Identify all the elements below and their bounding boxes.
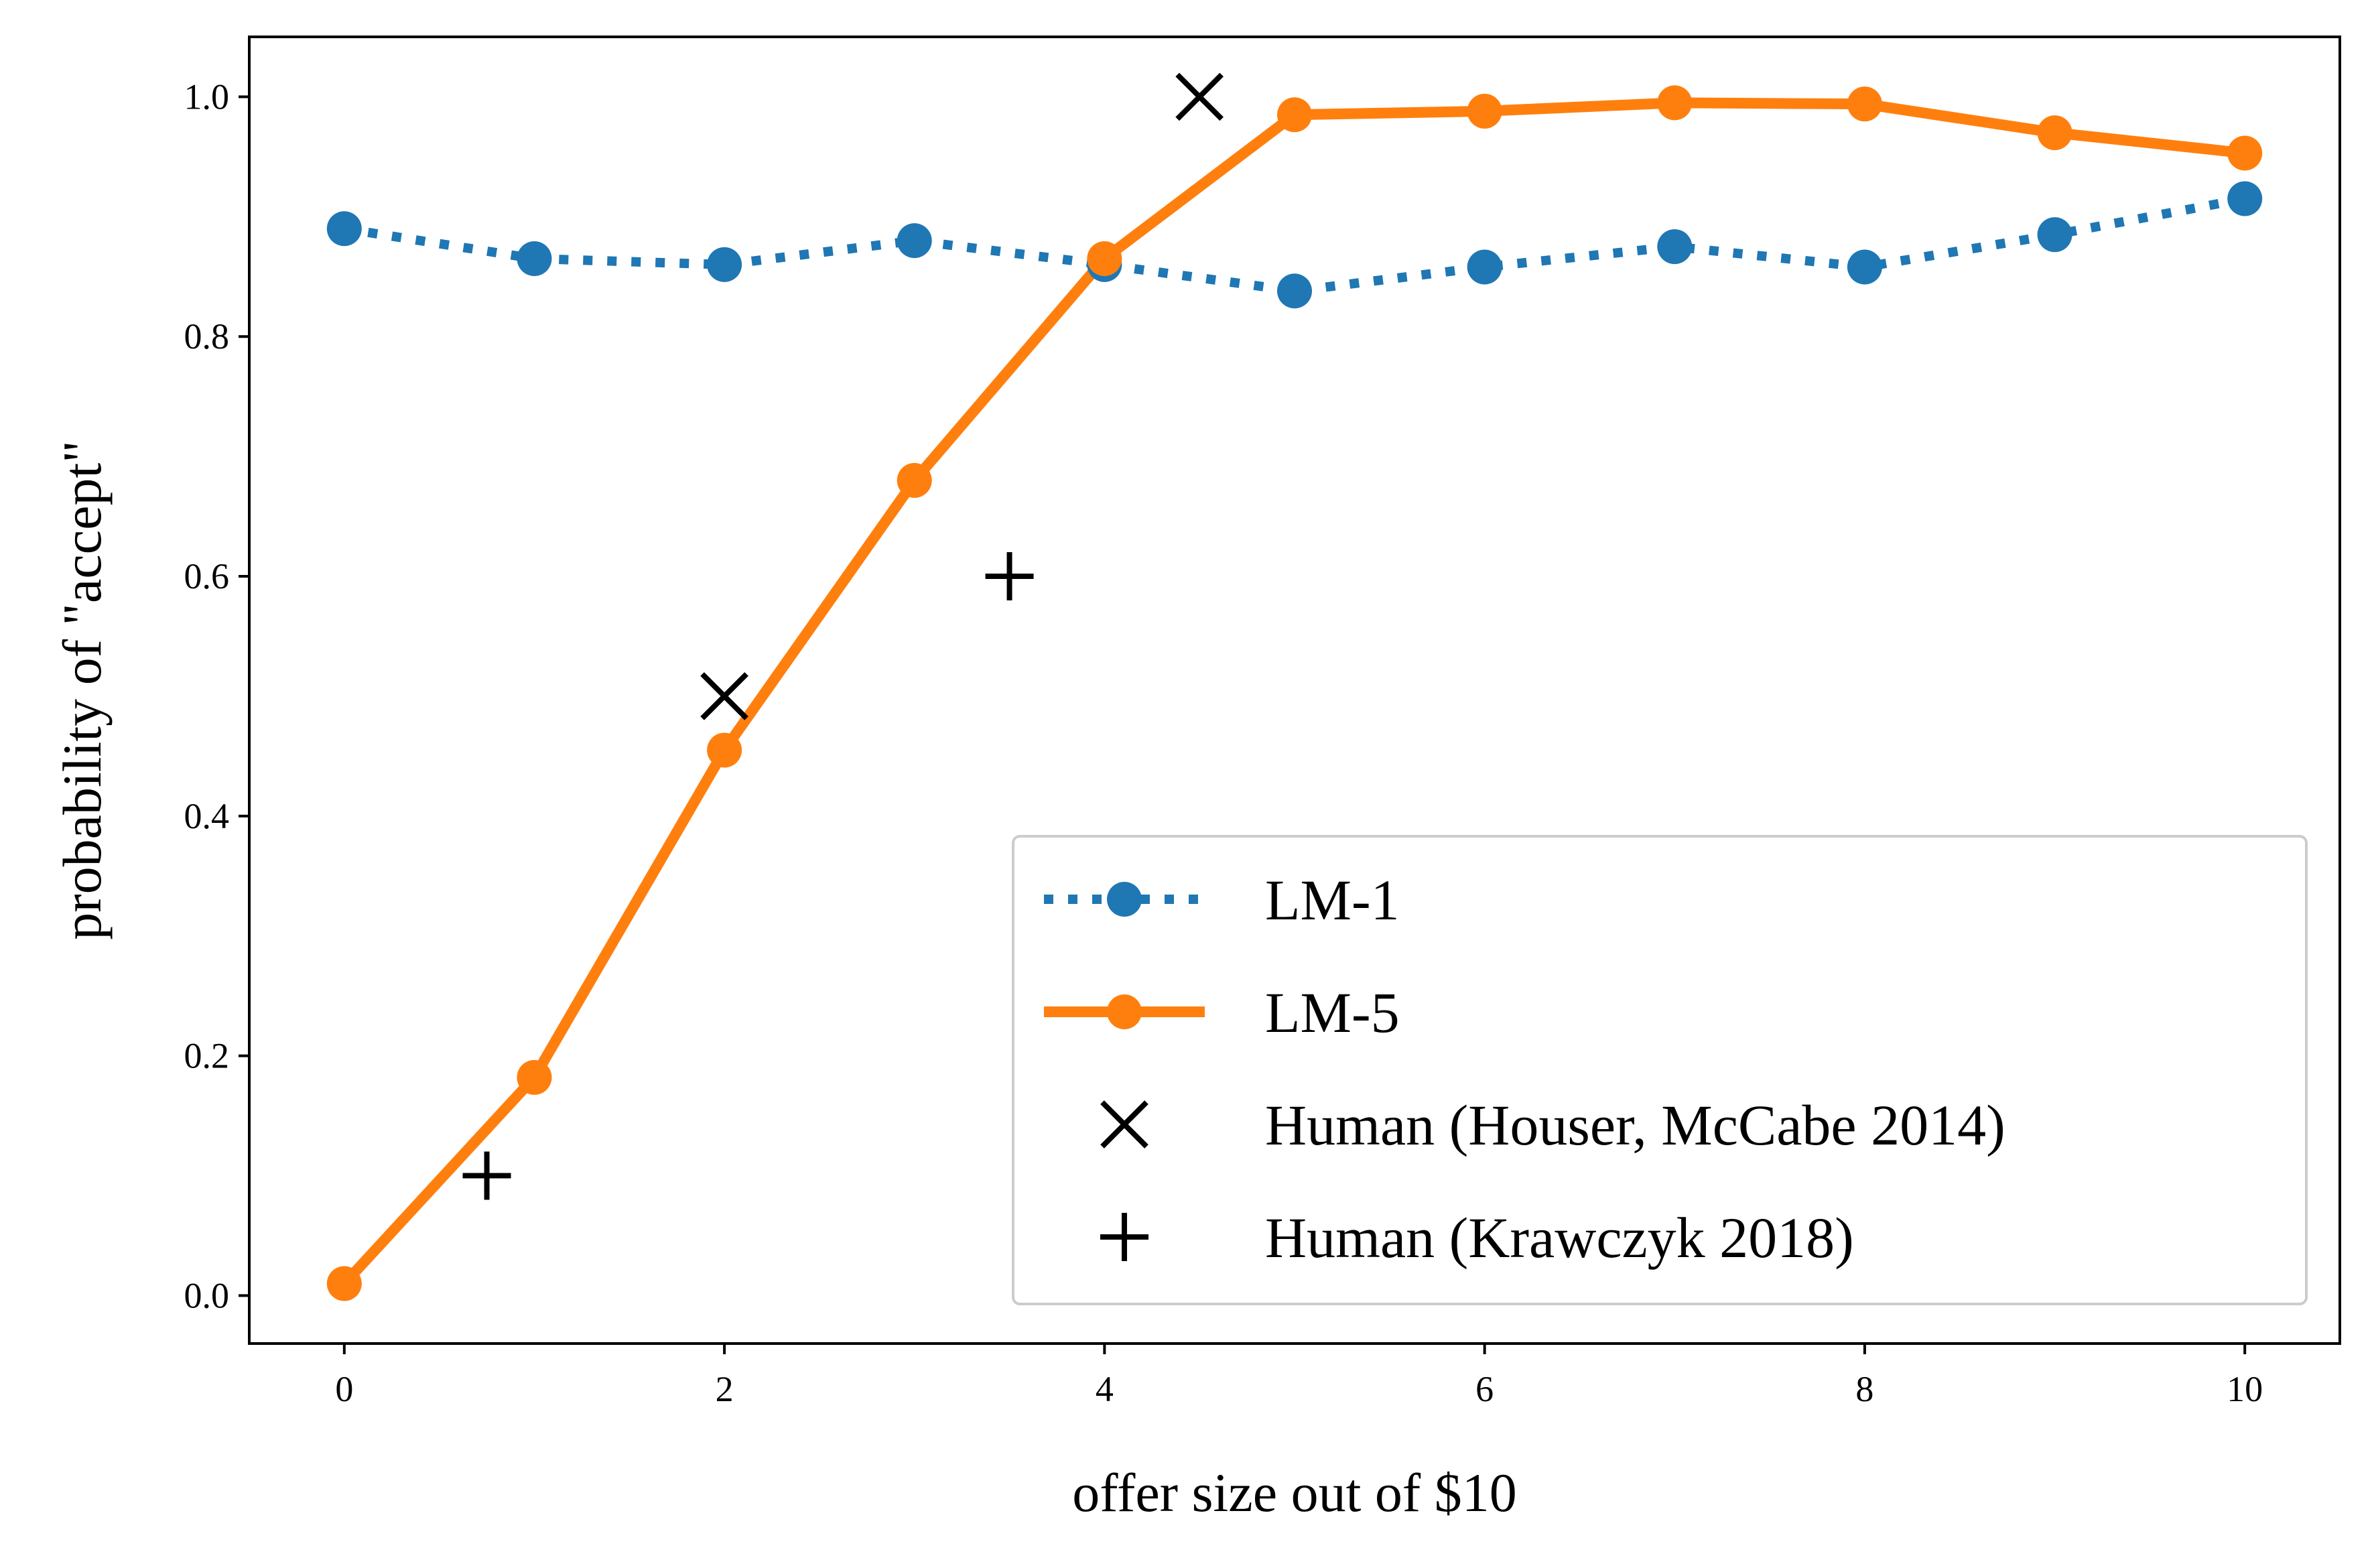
y-tick-label: 0.8 bbox=[184, 316, 230, 356]
x-axis-ticks: 0 2 4 6 8 10 bbox=[335, 1344, 2263, 1409]
x-tick-label: 6 bbox=[1475, 1369, 1494, 1409]
x-axis-title: offer size out of $10 bbox=[1072, 1462, 1516, 1523]
y-axis-title: probability of "accept" bbox=[52, 440, 113, 939]
series-1-point bbox=[1657, 85, 1693, 121]
legend-label: Human (Houser, McCabe 2014) bbox=[1265, 1093, 2005, 1157]
series-1-point bbox=[897, 462, 932, 498]
y-tick-label: 1.0 bbox=[184, 76, 230, 117]
series-0-point bbox=[707, 247, 742, 282]
series-0-point bbox=[1847, 249, 1882, 285]
legend-swatch-marker bbox=[1107, 882, 1142, 917]
plot-frame bbox=[248, 36, 2341, 1345]
series-3-point bbox=[985, 552, 1034, 601]
legend-swatch-marker bbox=[1100, 1100, 1148, 1149]
series-0-point bbox=[897, 223, 932, 259]
series-0-point bbox=[517, 241, 552, 276]
series-0-point bbox=[1657, 229, 1693, 265]
series-3-point bbox=[462, 1151, 511, 1200]
series-1-point bbox=[2037, 115, 2072, 151]
legend-label: Human (Krawczyk 2018) bbox=[1265, 1205, 1854, 1270]
legend-item: Human (Krawczyk 2018) bbox=[1100, 1205, 1854, 1270]
series-line-0 bbox=[343, 194, 2246, 296]
series-1-point bbox=[1467, 93, 1502, 129]
y-tick-label: 0.0 bbox=[184, 1275, 230, 1315]
x-tick-label: 8 bbox=[1855, 1369, 1873, 1409]
series-0-point bbox=[1277, 273, 1312, 309]
y-tick-label: 0.6 bbox=[184, 556, 230, 596]
series-0-point bbox=[2227, 181, 2263, 216]
plot-series bbox=[326, 72, 2263, 1301]
y-tick-label: 0.4 bbox=[184, 796, 230, 836]
x-tick-label: 10 bbox=[2227, 1369, 2263, 1409]
legend-box bbox=[1012, 835, 2308, 1305]
x-tick-label: 4 bbox=[1096, 1369, 1114, 1409]
series-1-point bbox=[1087, 241, 1122, 276]
series-1-point bbox=[517, 1059, 552, 1095]
series-1-point bbox=[1277, 97, 1312, 133]
legend-swatch-marker bbox=[1107, 994, 1142, 1029]
series-0-point bbox=[1467, 249, 1502, 285]
legend-item: LM-5 bbox=[1044, 980, 1400, 1045]
series-1-point bbox=[707, 732, 742, 768]
legend: LM-1 LM-5 Human (Houser, McCabe 2014) Human… bbox=[1012, 835, 2308, 1305]
y-axis-ticks: 0.0 0.2 0.4 0.6 0.8 1.0 bbox=[184, 76, 249, 1315]
series-1-point bbox=[2227, 135, 2263, 171]
series-2-point bbox=[1175, 72, 1224, 121]
series-1-point bbox=[1847, 86, 1882, 122]
legend-item: Human (Houser, McCabe 2014) bbox=[1100, 1093, 2005, 1157]
series-0-point bbox=[2037, 217, 2072, 253]
series-2-point bbox=[700, 672, 748, 720]
legend-label: LM-1 bbox=[1265, 868, 1400, 932]
x-tick-label: 0 bbox=[335, 1369, 353, 1409]
y-tick-label: 0.2 bbox=[184, 1036, 230, 1076]
legend-label: LM-5 bbox=[1265, 980, 1400, 1045]
series-0-point bbox=[326, 211, 362, 247]
x-tick-label: 2 bbox=[716, 1369, 734, 1409]
legend-item: LM-1 bbox=[1044, 868, 1400, 932]
legend-swatch-marker bbox=[1100, 1213, 1148, 1261]
series-1-point bbox=[326, 1266, 362, 1301]
